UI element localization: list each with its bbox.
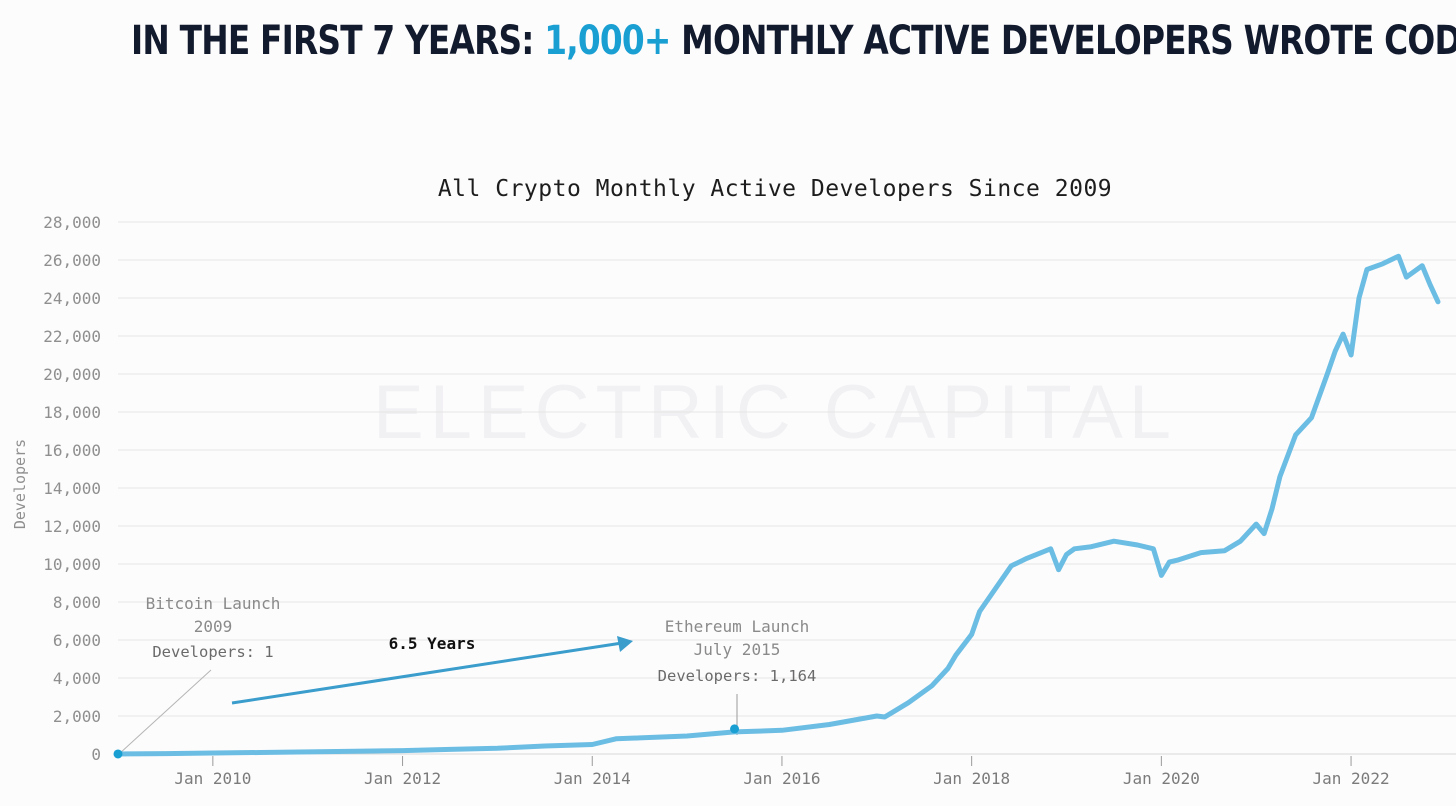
x-tick-label: Jan 2012 xyxy=(364,769,441,788)
headline: IN THE FIRST 7 YEARS: 1,000+ MONTHLY ACT… xyxy=(131,18,1456,64)
headline-suffix: MONTHLY ACTIVE DEVELOPERS WROTE CODE xyxy=(670,18,1456,64)
y-axis: 0 2,000 4,000 6,000 8,000 10,000 12,000 14,000 1… xyxy=(43,213,101,764)
bitcoin-annotation-line3: Developers: 1 xyxy=(152,643,273,661)
x-tick-label: Jan 2010 xyxy=(174,769,251,788)
ethereum-annotation-line3: Developers: 1,164 xyxy=(658,667,817,685)
y-tick-label: 14,000 xyxy=(43,479,101,498)
y-tick-label: 6,000 xyxy=(53,631,101,650)
y-tick-label: 0 xyxy=(91,745,101,764)
y-tick-label: 8,000 xyxy=(53,593,101,612)
duration-arrow-label: 6.5 Years xyxy=(389,634,476,653)
y-tick-label: 16,000 xyxy=(43,441,101,460)
bitcoin-leader-line xyxy=(118,669,212,755)
ethereum-annotation-line1: Ethereum Launch xyxy=(665,617,810,636)
y-tick-label: 24,000 xyxy=(43,289,101,308)
y-tick-label: 28,000 xyxy=(43,213,101,232)
x-axis: Jan 2010 Jan 2012 Jan 2014 Jan 2016 Jan 2018… xyxy=(174,756,1390,788)
x-tick-label: Jan 2014 xyxy=(554,769,631,788)
y-tick-label: 10,000 xyxy=(43,555,101,574)
y-tick-label: 26,000 xyxy=(43,251,101,270)
x-tick-label: Jan 2022 xyxy=(1313,769,1390,788)
series-line-developers xyxy=(115,253,1441,757)
y-axis-label: Developers xyxy=(11,439,29,529)
duration-arrow xyxy=(231,636,633,705)
y-tick-label: 2,000 xyxy=(53,707,101,726)
y-tick-label: 20,000 xyxy=(43,365,101,384)
y-tick-label: 18,000 xyxy=(43,403,101,422)
x-tick-label: Jan 2020 xyxy=(1123,769,1200,788)
grid xyxy=(118,221,1456,755)
headline-prefix: IN THE FIRST 7 YEARS: xyxy=(131,18,545,64)
x-tick-label: Jan 2016 xyxy=(743,769,820,788)
bitcoin-launch-marker xyxy=(113,749,123,759)
headline-highlight: 1,000+ xyxy=(544,18,671,64)
x-tick-label: Jan 2018 xyxy=(933,769,1010,788)
bitcoin-annotation-line2: 2009 xyxy=(194,617,233,636)
ethereum-launch-marker xyxy=(730,724,740,734)
chart-title: All Crypto Monthly Active Developers Sin… xyxy=(437,176,1113,202)
bitcoin-annotation-line1: Bitcoin Launch xyxy=(146,594,281,613)
y-tick-label: 12,000 xyxy=(43,517,101,536)
y-tick-label: 22,000 xyxy=(43,327,101,346)
ethereum-annotation-line2: July 2015 xyxy=(694,640,781,659)
y-tick-label: 4,000 xyxy=(53,669,101,688)
